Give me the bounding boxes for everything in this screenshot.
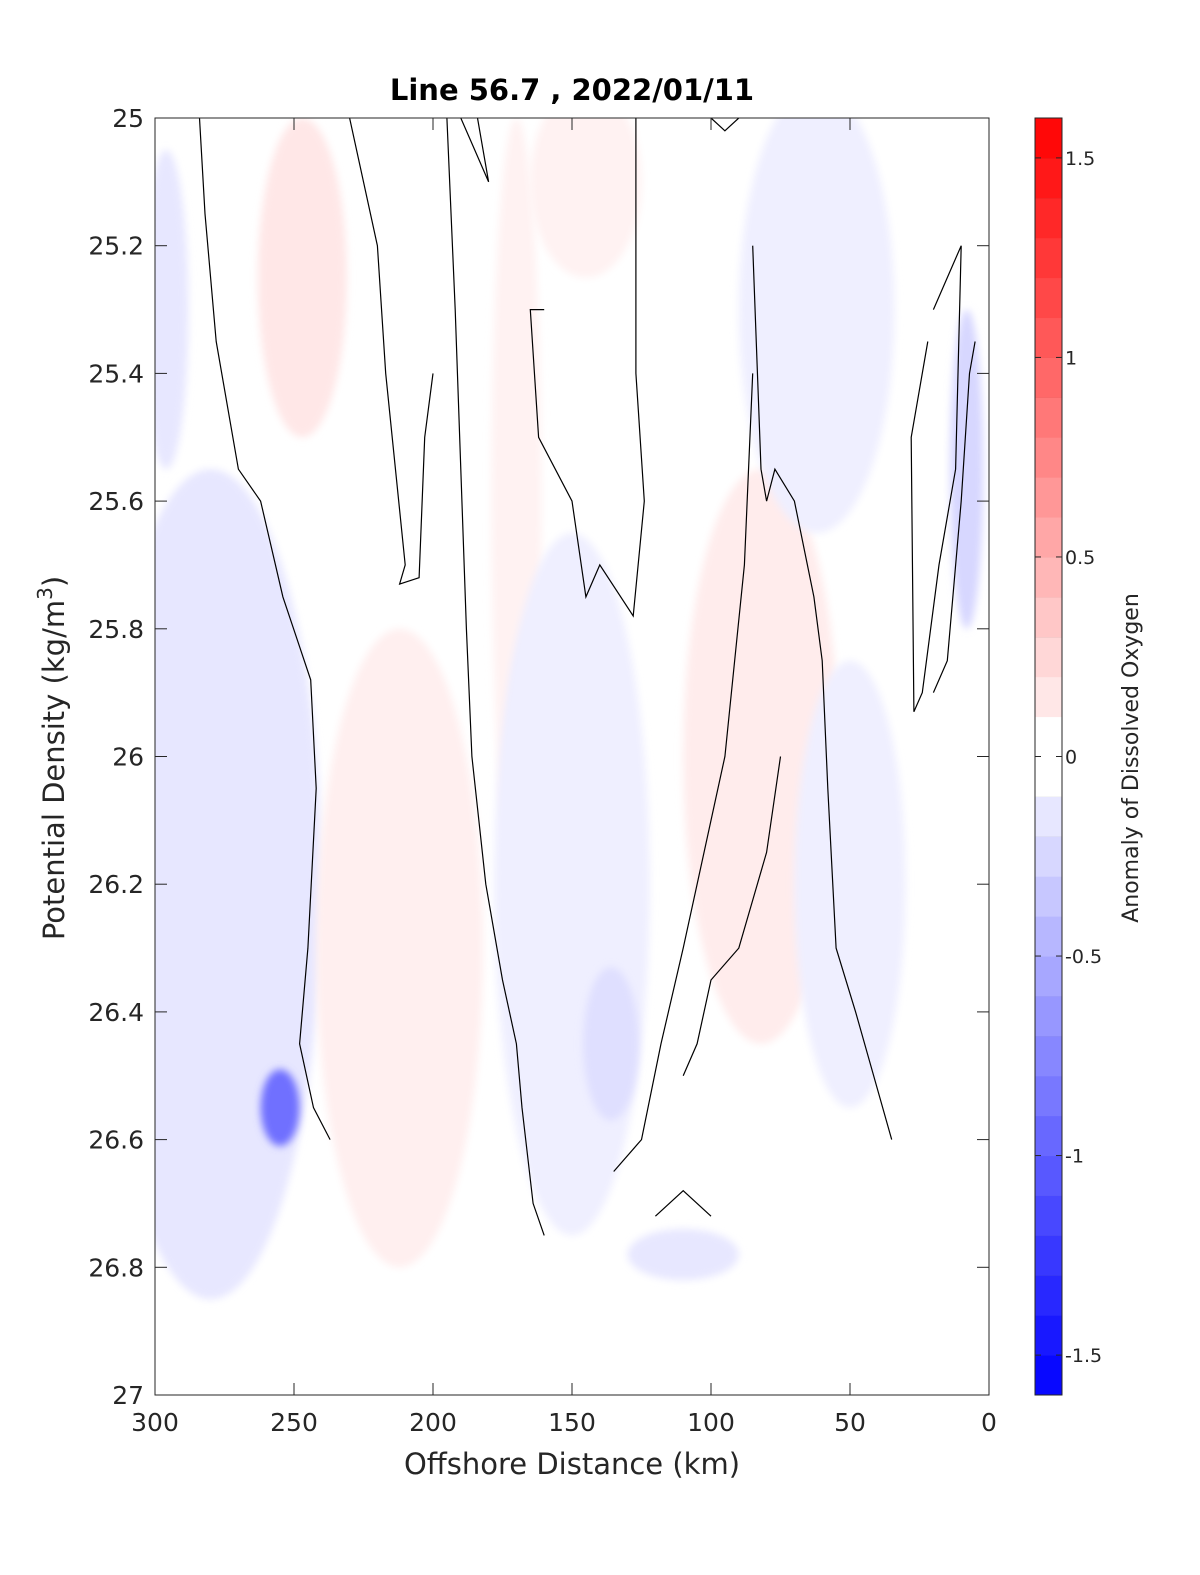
- y-tick-label: 26: [112, 743, 144, 772]
- colorbar-segment: [1035, 437, 1062, 478]
- colorbar-segment: [1035, 995, 1062, 1037]
- y-tick-label: 25.4: [88, 359, 144, 388]
- colorbar-segment: [1035, 1315, 1062, 1356]
- colorbar-segment: [1035, 118, 1062, 159]
- x-tick-label: 0: [981, 1408, 997, 1437]
- colorbar-title: Anomaly of Dissolved Oxygen: [1119, 593, 1144, 923]
- x-tick-label: 100: [687, 1408, 735, 1437]
- anomaly-blob-16: [738, 118, 895, 533]
- colorbar-segment: [1035, 1035, 1062, 1077]
- anomaly-field: [155, 118, 984, 1300]
- contour-line-9: [682, 756, 782, 1077]
- colorbar-tick-label: -1: [1065, 1146, 1084, 1168]
- colorbar-segment: [1035, 1355, 1062, 1396]
- y-axis-title: Potential Density (kg/m3): [33, 576, 71, 940]
- anomaly-blob-19: [627, 1228, 739, 1281]
- colorbar-segment: [1035, 1155, 1062, 1196]
- y-tick-label: 25: [112, 104, 144, 133]
- colorbar-segment: [1035, 1075, 1062, 1117]
- contour-line-3: [446, 118, 545, 1236]
- colorbar-segment: [1035, 716, 1062, 757]
- colorbar-segment: [1035, 517, 1062, 558]
- colorbar-segment: [1035, 756, 1062, 797]
- colorbar-segment: [1035, 1195, 1062, 1236]
- anomaly-blob-3: [155, 149, 189, 470]
- colorbar-segment: [1035, 277, 1062, 319]
- colorbar-tick-label: 0.5: [1065, 547, 1095, 569]
- colorbar-segment: [1035, 676, 1062, 718]
- contour-line-5: [752, 245, 893, 1140]
- y-tick-label: 26.4: [88, 998, 144, 1027]
- contour-line-1: [349, 118, 434, 586]
- x-axis-title: Offshore Distance (km): [404, 1447, 740, 1481]
- y-tick-label: 26.6: [88, 1126, 144, 1155]
- contour-line-7: [613, 373, 754, 1172]
- y-axis-title-sup: 3: [33, 587, 57, 600]
- x-tick-label: 250: [270, 1408, 318, 1437]
- colorbar-segment: [1035, 556, 1062, 598]
- contour-line-2: [460, 118, 490, 183]
- colorbar-segment: [1035, 237, 1062, 279]
- colorbar-tick-label: 1.5: [1065, 148, 1095, 170]
- y-tick-label: 27: [112, 1381, 144, 1410]
- colorbar-segment: [1035, 836, 1062, 877]
- colorbar-segment: [1035, 916, 1062, 957]
- anomaly-blob-18: [950, 309, 984, 629]
- anomaly-blob-11: [494, 533, 650, 1236]
- colorbar-segment: [1035, 1275, 1062, 1316]
- anomaly-blob-17: [794, 660, 906, 1108]
- colorbar-tick-label: 0: [1065, 747, 1077, 769]
- colorbar-segment: [1035, 1235, 1062, 1276]
- anomaly-blob-7: [316, 628, 484, 1268]
- x-tick-label: 150: [548, 1408, 596, 1437]
- anomaly-blob-4: [260, 1069, 300, 1146]
- contour-line-0: [198, 118, 331, 1140]
- colorbar-tick-label: -1.5: [1065, 1345, 1102, 1367]
- y-tick-label: 25.6: [88, 487, 144, 516]
- zero-contour-lines: [198, 118, 976, 1236]
- y-tick-label: 25.8: [88, 615, 144, 644]
- y-tick-label: 26.2: [88, 870, 144, 899]
- x-tick-label: 50: [834, 1408, 866, 1437]
- colorbar-tick-label: -0.5: [1065, 946, 1102, 968]
- colorbar-segment: [1035, 596, 1062, 638]
- colorbar-segment: [1035, 317, 1062, 358]
- anomaly-blob-9: [530, 118, 642, 278]
- contour-line-8: [654, 1189, 712, 1217]
- x-axis-ticks: 300 250 200 150 100 50 0: [131, 118, 997, 1437]
- colorbar-segment: [1035, 397, 1062, 438]
- contour-line-11: [932, 341, 976, 693]
- x-tick-label: 200: [409, 1408, 457, 1437]
- colorbar-segment: [1035, 636, 1062, 678]
- y-axis-title-close: ): [37, 576, 71, 587]
- colorbar-segment: [1035, 477, 1062, 518]
- colorbar-segment: [1035, 876, 1062, 917]
- contour-line-6: [710, 118, 740, 132]
- colorbar: [1035, 117, 1062, 1396]
- colorbar-segment: [1035, 1115, 1062, 1157]
- y-tick-label: 26.8: [88, 1253, 144, 1282]
- x-tick-label: 300: [131, 1408, 179, 1437]
- chart-title: Line 56.7 , 2022/01/11: [390, 73, 754, 107]
- y-axis-title-main: Potential Density (kg/m: [37, 600, 71, 940]
- y-tick-label: 25.2: [88, 232, 144, 261]
- y-axis-ticks: 25 25.2 25.4 25.6 25.8 26 26.2 26.4 26.6 26.8 27: [88, 104, 989, 1410]
- colorbar-segment: [1035, 357, 1062, 398]
- colorbar-segment: [1035, 157, 1062, 199]
- contour-line-4: [529, 118, 645, 618]
- colorbar-segment: [1035, 956, 1062, 997]
- colorbar-ticks: 1.5 1 0.5 0 -0.5 -1 -1.5: [1035, 148, 1102, 1367]
- anomaly-blob-5: [257, 118, 347, 438]
- colorbar-segment: [1035, 197, 1062, 239]
- contour-line-10: [910, 245, 962, 713]
- colorbar-segment: [1035, 796, 1062, 837]
- anomaly-blob-12: [583, 967, 639, 1121]
- colorbar-tick-label: 1: [1065, 347, 1077, 369]
